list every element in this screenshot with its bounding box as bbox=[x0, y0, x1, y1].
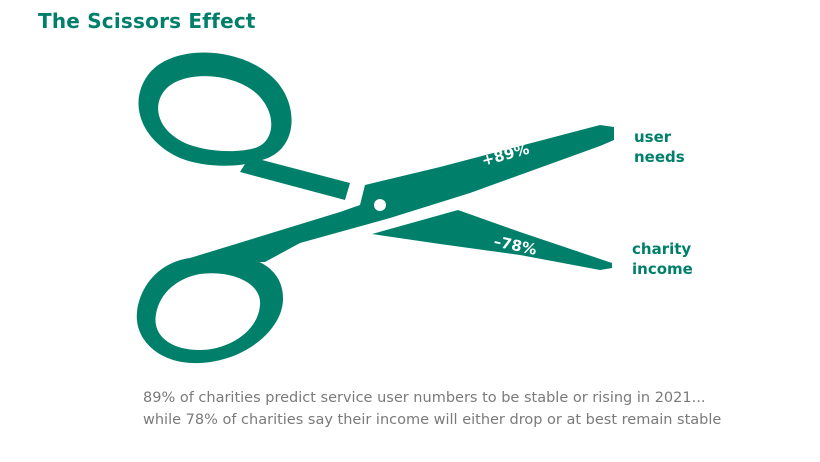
user-needs-label-line2: needs bbox=[634, 148, 685, 166]
upper-blade bbox=[190, 125, 614, 262]
lower-handle-ring bbox=[136, 256, 284, 364]
upper-handle-shank bbox=[240, 148, 350, 200]
caption: 89% of charities predict service user nu… bbox=[143, 387, 721, 431]
user-needs-label-line1: user bbox=[634, 128, 672, 146]
caption-line2: while 78% of charities say their income … bbox=[143, 412, 722, 428]
page-title: The Scissors Effect bbox=[38, 9, 256, 33]
user-needs-label: user needs bbox=[634, 127, 685, 167]
lower-blade bbox=[372, 210, 612, 270]
upper-handle-ring bbox=[138, 52, 292, 166]
charity-income-label-line2: income bbox=[632, 260, 693, 278]
charity-income-label: charity income bbox=[632, 239, 693, 279]
caption-line1: 89% of charities predict service user nu… bbox=[143, 390, 706, 406]
pivot-screw bbox=[374, 199, 386, 211]
charity-income-label-line1: charity bbox=[632, 240, 692, 258]
